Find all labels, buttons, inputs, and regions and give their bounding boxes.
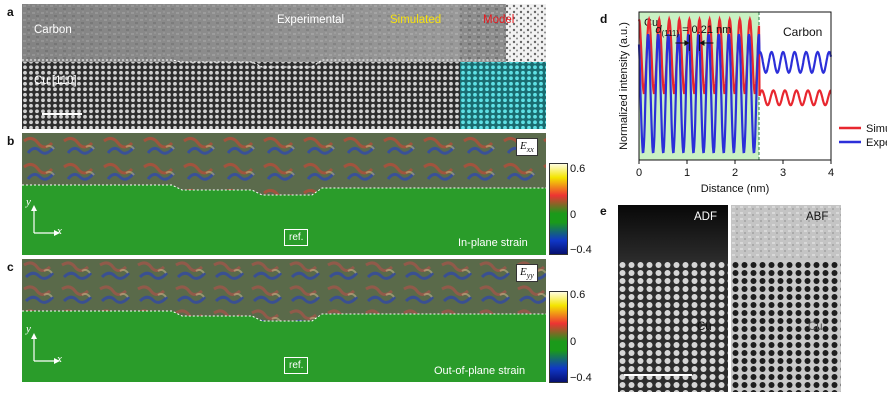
label-model: Model bbox=[483, 14, 515, 26]
panel-label-d: d bbox=[600, 12, 608, 26]
label-carbon: Carbon bbox=[34, 24, 72, 36]
label-cu-110: Cu [110] bbox=[34, 75, 77, 87]
abf-image bbox=[731, 205, 841, 392]
panel-label-e: e bbox=[600, 204, 607, 218]
xy-axes-icon bbox=[31, 333, 60, 364]
region-label-carbon: Carbon bbox=[783, 25, 822, 39]
legend-label-experimental: Experimental bbox=[866, 137, 887, 149]
xy-axes-icon bbox=[31, 205, 60, 236]
haadf-image-panel-a bbox=[22, 4, 546, 129]
colorbar-b-tick-zero: 0 bbox=[570, 209, 577, 221]
label-abf: ABF bbox=[806, 211, 829, 223]
label-simulated: Simulated bbox=[390, 14, 442, 26]
series-line-simulated bbox=[637, 15, 832, 107]
legend-label-simulated: Simulated bbox=[866, 123, 887, 135]
axis-x-label-c: x bbox=[57, 353, 62, 365]
label-experimental: Experimental bbox=[277, 14, 345, 26]
x-tick-label: 4 bbox=[828, 167, 834, 179]
axis-y-label-c: y bbox=[26, 323, 31, 335]
x-tick-label: 2 bbox=[732, 167, 738, 179]
adf-image bbox=[618, 205, 728, 392]
colorbar-c bbox=[549, 291, 568, 383]
colorbar-c-tick-max: 0.6 bbox=[570, 289, 586, 301]
label-exx: Exx bbox=[516, 138, 538, 157]
x-axis-label: Distance (nm) bbox=[701, 183, 769, 195]
colorbar-b-tick-min: −0.4 bbox=[570, 244, 592, 256]
label-eyy: Eyy bbox=[516, 264, 538, 283]
colorbar-b bbox=[549, 163, 568, 255]
y-axis-label: Normalized intensity (a.u.) bbox=[618, 22, 630, 150]
reference-box-c: ref. bbox=[284, 357, 309, 374]
annotation-arrowhead-left bbox=[684, 40, 690, 46]
x-tick-label: 3 bbox=[780, 167, 786, 179]
panel-label-a: a bbox=[7, 5, 14, 19]
panel-label-c: c bbox=[7, 260, 14, 274]
reference-box-b: ref. bbox=[284, 229, 309, 246]
label-cu-abf: Cu bbox=[808, 321, 823, 333]
label-cu-adf: Cu bbox=[697, 321, 712, 333]
colorbar-c-tick-min: −0.4 bbox=[570, 372, 592, 384]
annotation-arrowhead-right bbox=[699, 40, 705, 46]
panel-label-b: b bbox=[7, 134, 15, 148]
series-line-experimental bbox=[637, 33, 833, 154]
colorbar-b-tick-max: 0.6 bbox=[570, 163, 586, 175]
axis-y-label-b: y bbox=[26, 196, 31, 208]
x-tick-label: 0 bbox=[636, 167, 642, 179]
label-in-plane-strain: In-plane strain bbox=[458, 237, 528, 249]
label-adf: ADF bbox=[694, 211, 717, 223]
colorbar-c-tick-zero: 0 bbox=[570, 336, 577, 348]
axis-x-label-b: x bbox=[57, 225, 62, 237]
x-tick-label: 1 bbox=[684, 167, 690, 179]
annotation-d-spacing: d(111) = 0.21 nm bbox=[655, 24, 731, 38]
label-out-of-plane-strain: Out-of-plane strain bbox=[434, 365, 526, 377]
